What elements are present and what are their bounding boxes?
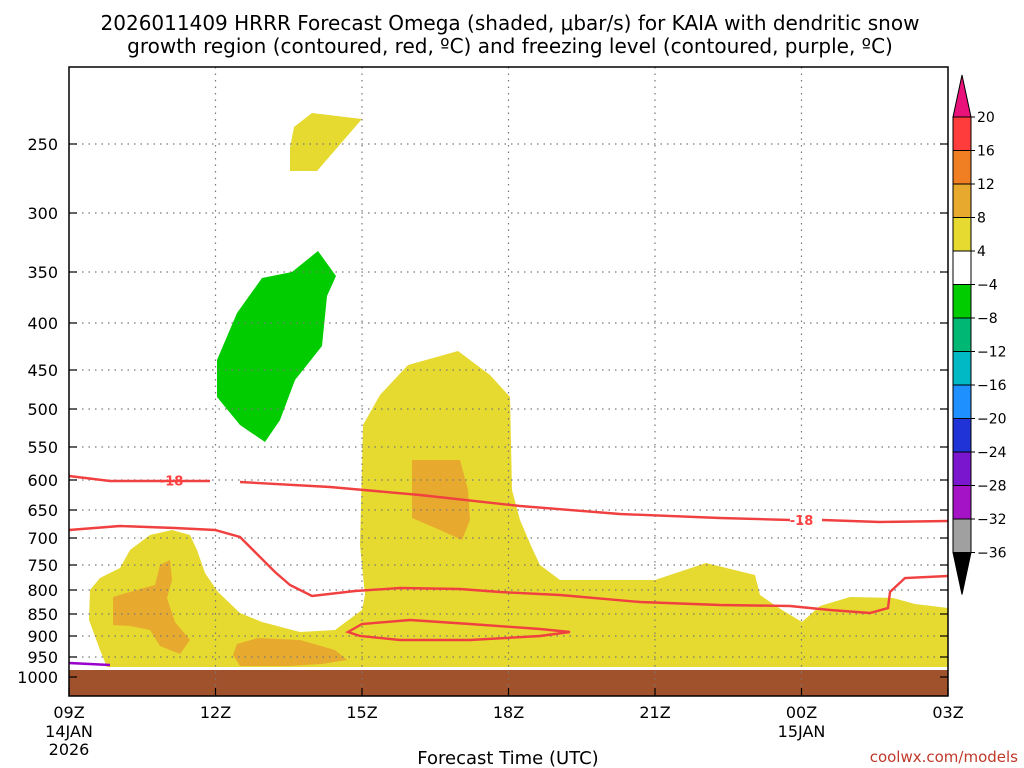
colorbar-label-11: −28 — [977, 479, 1007, 495]
x-tick-date-24: 15JAN — [778, 722, 826, 741]
plot-area: -18 -18 250 300 350 400 450 500 550 600 650 700 750… — [17, 66, 964, 759]
dgz-top-contour — [68, 474, 949, 524]
colorbar-segment-11 — [952, 485, 972, 520]
colorbar-segment-12 — [952, 518, 972, 553]
colorbar-extend-bottom — [952, 552, 972, 595]
colorbar-segment-5 — [952, 284, 972, 319]
colorbar-label-2: 12 — [977, 177, 995, 193]
colorbar-label-3: 8 — [977, 211, 986, 227]
colorbar-label-5: −4 — [977, 278, 998, 294]
colorbar-label-13: −36 — [977, 546, 1007, 562]
y-tick-label-500: 500 — [27, 400, 58, 419]
colorbar-label-6: −8 — [977, 311, 998, 327]
omega-area-orange-left — [113, 560, 190, 654]
omega-shading-positive — [89, 113, 948, 667]
colorbar-segment-0 — [952, 116, 972, 151]
omega-area-negative-green — [217, 251, 336, 442]
y-tick-label-400: 400 — [27, 314, 58, 333]
colorbar-label-9: −20 — [977, 412, 1007, 428]
omega-area-orange-bottom — [233, 638, 347, 666]
y-tick-label-250: 250 — [27, 135, 58, 154]
dgz-contours: -18 -18 — [68, 474, 949, 642]
freezing-level-contour — [68, 661, 111, 667]
colorbar-label-4: 4 — [977, 244, 986, 260]
y-tick-label-650: 650 — [27, 501, 58, 520]
colorbar-segment-6 — [952, 317, 972, 352]
y-tick-label-550: 550 — [27, 438, 58, 457]
colorbar: 20 16 12 8 4 −4 −8 −12 −16 −20 −24 −28 −32 −36 — [952, 74, 1007, 595]
x-tick-label-24: 00Z — [786, 703, 817, 722]
y-tick-label-700: 700 — [27, 529, 58, 548]
y-tick-label-600: 600 — [27, 471, 58, 490]
colorbar-segment-3 — [952, 217, 972, 252]
y-tick-label-1000: 1000 — [17, 668, 58, 687]
colorbar-segment-1 — [952, 150, 972, 185]
y-tick-label-350: 350 — [27, 263, 58, 282]
omega-area-main — [89, 351, 948, 667]
x-tick-date-9: 14JAN — [45, 722, 93, 741]
colorbar-label-7: −12 — [977, 345, 1007, 361]
x-tick-label-9: 09Z — [53, 703, 84, 722]
dgz-bottom-contour — [68, 524, 949, 615]
credit-text: coolwx.com/models — [870, 748, 1018, 766]
dgz-closed-contour — [345, 618, 571, 642]
colorbar-label-1: 16 — [977, 144, 995, 160]
colorbar-segment-4 — [952, 250, 972, 285]
colorbar-segment-8 — [952, 384, 972, 419]
colorbar-segment-9 — [952, 418, 972, 453]
y-tick-label-900: 900 — [27, 627, 58, 646]
colorbar-segment-7 — [952, 351, 972, 386]
colorbar-label-8: −16 — [977, 378, 1007, 394]
y-tick-label-450: 450 — [27, 361, 58, 380]
x-tick-label-21: 21Z — [639, 703, 670, 722]
colorbar-label-0: 20 — [977, 110, 995, 126]
omega-area-upper-blob — [290, 113, 362, 171]
chart-title-line2: growth region (contoured, red, ºC) and f… — [127, 34, 893, 58]
contour-labels: -18 -18 — [160, 475, 814, 529]
y-tick-label-300: 300 — [27, 204, 58, 223]
colorbar-label-10: −24 — [977, 445, 1007, 461]
chart-title-line1: 2026011409 HRRR Forecast Omega (shaded, … — [101, 11, 920, 35]
y-tick-label-800: 800 — [27, 581, 58, 600]
x-tick-year-9: 2026 — [49, 740, 90, 759]
x-tick-label-27: 03Z — [932, 703, 963, 722]
contour-label-0: -18 — [160, 475, 184, 490]
y-tick-label-950: 950 — [27, 648, 58, 667]
colorbar-label-12: −32 — [977, 512, 1007, 528]
colorbar-segment-2 — [952, 183, 972, 218]
contour-label-1: -18 — [790, 514, 814, 529]
y-tick-label-850: 850 — [27, 605, 58, 624]
x-tick-label-12: 12Z — [200, 703, 231, 722]
y-axis: 250 300 350 400 450 500 550 600 650 700 750 800 850 9… — [17, 135, 948, 687]
colorbar-segment-10 — [952, 451, 972, 486]
gridlines — [69, 67, 948, 696]
x-tick-label-15: 15Z — [346, 703, 377, 722]
omega-shading-strong — [113, 460, 470, 666]
colorbar-extend-top — [952, 74, 972, 118]
x-tick-label-18: 18Z — [493, 703, 524, 722]
y-tick-label-750: 750 — [27, 556, 58, 575]
x-axis-title: Forecast Time (UTC) — [417, 748, 598, 768]
